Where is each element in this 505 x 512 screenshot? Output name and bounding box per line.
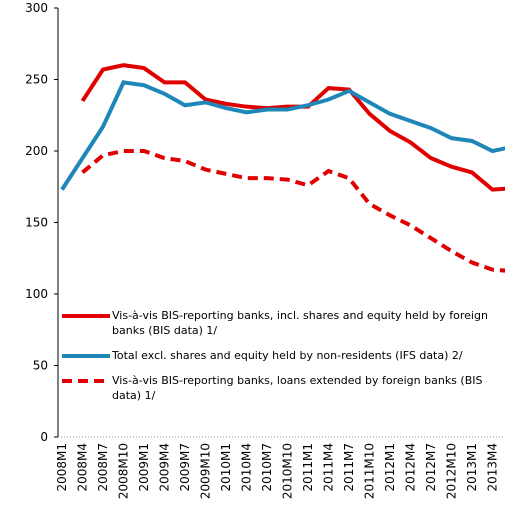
x-tick-label: 2010M10 [281, 443, 295, 499]
y-tick-label: 0 [40, 430, 48, 444]
series-line [81, 149, 505, 273]
legend-entry: Vis-à-vis BIS-reporting banks, incl. sha… [62, 308, 505, 338]
legend-swatch [62, 354, 110, 358]
x-tick-label: 2009M10 [199, 443, 213, 499]
x-tick-label: 2011M7 [342, 443, 356, 492]
x-tick-label: 2008M1 [55, 443, 69, 492]
legend-label: Vis-à-vis BIS-reporting banks, incl. sha… [112, 309, 488, 337]
x-tick-label: 2011M4 [322, 443, 336, 492]
legend: Vis-à-vis BIS-reporting banks, incl. sha… [62, 308, 505, 413]
x-tick-label: 2008M7 [96, 443, 110, 492]
x-tick-label: 2008M10 [117, 443, 131, 499]
y-tick-label: 150 [25, 216, 48, 230]
x-tick-label: 2010M1 [219, 443, 233, 492]
x-tick-label: 2009M4 [158, 443, 172, 492]
x-tick-label: 2010M7 [260, 443, 274, 492]
x-tick-label: 2008M4 [76, 443, 90, 492]
legend-swatch [62, 314, 110, 318]
y-tick-label: 250 [25, 73, 48, 87]
x-tick-label: 2013M4 [486, 443, 500, 492]
x-tick-label: 2012M7 [424, 443, 438, 492]
x-tick-label: 2009M7 [178, 443, 192, 492]
legend-swatch [62, 379, 110, 383]
x-tick-label: 2012M4 [404, 443, 418, 492]
legend-label: Vis-à-vis BIS-reporting banks, loans ext… [112, 374, 483, 402]
legend-entry: Vis-à-vis BIS-reporting banks, loans ext… [62, 373, 505, 403]
y-tick-label: 100 [25, 287, 48, 301]
legend-label: Total excl. shares and equity held by no… [112, 349, 463, 362]
x-tick-label: 2013M1 [465, 443, 479, 492]
series-line [60, 80, 505, 191]
legend-entry: Total excl. shares and equity held by no… [62, 348, 505, 363]
x-tick-label: 2012M1 [383, 443, 397, 492]
x-tick-label: 2012M10 [445, 443, 459, 499]
x-tick-label: 2011M10 [363, 443, 377, 499]
x-tick-label: 2011M1 [301, 443, 315, 492]
y-tick-label: 50 [33, 359, 48, 373]
x-tick-label: 2010M4 [240, 443, 254, 492]
y-tick-label: 300 [25, 1, 48, 15]
x-tick-label: 2009M1 [137, 443, 151, 492]
y-tick-label: 200 [25, 144, 48, 158]
